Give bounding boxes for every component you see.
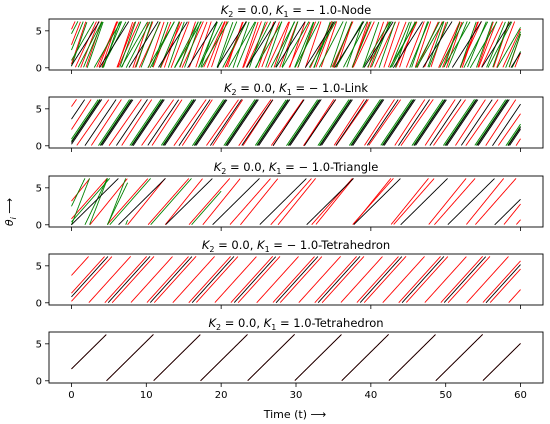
series-line-8	[71, 21, 521, 68]
series-line-1	[71, 99, 521, 146]
y-tick-label: 0	[36, 376, 42, 387]
y-tick-label: 5	[36, 26, 42, 37]
series-line-1	[71, 334, 521, 382]
series-line-1	[71, 256, 521, 304]
series-line-2	[71, 334, 521, 382]
series-group	[71, 256, 521, 304]
panel-3: K2 = 0.0, K1 = − 1.0-Triangle 0 5	[36, 160, 544, 231]
series-line-2	[71, 178, 521, 226]
series-line-7	[71, 99, 521, 146]
x-tick-label: 50	[439, 390, 452, 401]
panel-4: K2 = 0.0, K1 = − 1.0-Tetrahedron 0 5	[36, 238, 544, 309]
y-tick-label: 5	[36, 339, 42, 350]
series-line-5	[71, 21, 521, 68]
series-line-6	[71, 99, 521, 146]
series-group	[71, 334, 521, 382]
series-line-2	[71, 256, 521, 304]
y-tick-label: 0	[36, 63, 42, 74]
axes-frame	[48, 96, 544, 149]
series-group	[71, 21, 521, 69]
panel-title: K2 = 0.0, K1 = − 1.0-Tetrahedron	[202, 238, 390, 254]
panel-title: K2 = 0.0, K1 = − 1.0-Link	[224, 81, 368, 97]
series-line-4	[71, 99, 521, 146]
x-tick-label: 40	[364, 390, 377, 401]
axes-frame	[48, 18, 544, 71]
series-line-3	[71, 99, 521, 147]
y-tick-label: 5	[36, 104, 42, 115]
panel-title: K2 = 0.0, K1 = 1.0-Tetrahedron	[208, 316, 383, 332]
series-line-5	[71, 178, 222, 226]
x-tick-label: 10	[140, 390, 153, 401]
series-line-6	[71, 178, 521, 226]
panel-title: K2 = 0.0, K1 = − 1.0-Triangle	[214, 160, 379, 176]
series-line-3	[71, 256, 521, 304]
panel-title: K2 = 0.0, K1 = − 1.0-Node	[221, 3, 372, 19]
x-axis-label: Time (t) ⟶	[263, 408, 327, 421]
y-tick-label: 5	[36, 261, 42, 272]
series-line-7	[71, 21, 521, 69]
series-line-4	[71, 256, 521, 304]
x-tick-label: 30	[290, 390, 303, 401]
y-tick-label: 0	[36, 141, 42, 152]
panel-1: K2 = 0.0, K1 = − 1.0-Node 0 5	[36, 3, 544, 74]
series-line-5	[71, 99, 521, 147]
series-line-1	[71, 178, 521, 226]
series-line-2	[71, 99, 521, 147]
x-tick-label: 60	[514, 390, 527, 401]
series-line-4	[71, 178, 129, 225]
y-axis-label: θi ⟶	[3, 198, 18, 226]
series-group	[71, 178, 521, 226]
axes-frame	[48, 175, 544, 228]
y-tick-label: 5	[36, 183, 42, 194]
x-tick-label: 20	[215, 390, 228, 401]
series-group	[71, 99, 521, 147]
axes-frame	[48, 253, 544, 306]
y-tick-label: 0	[36, 298, 42, 309]
axes-frame	[48, 331, 544, 384]
panel-2: K2 = 0.0, K1 = − 1.0-Link 0 5	[36, 81, 544, 152]
series-line-3	[71, 178, 129, 225]
x-tick-label: 0	[68, 390, 74, 401]
y-tick-label: 0	[36, 220, 42, 231]
